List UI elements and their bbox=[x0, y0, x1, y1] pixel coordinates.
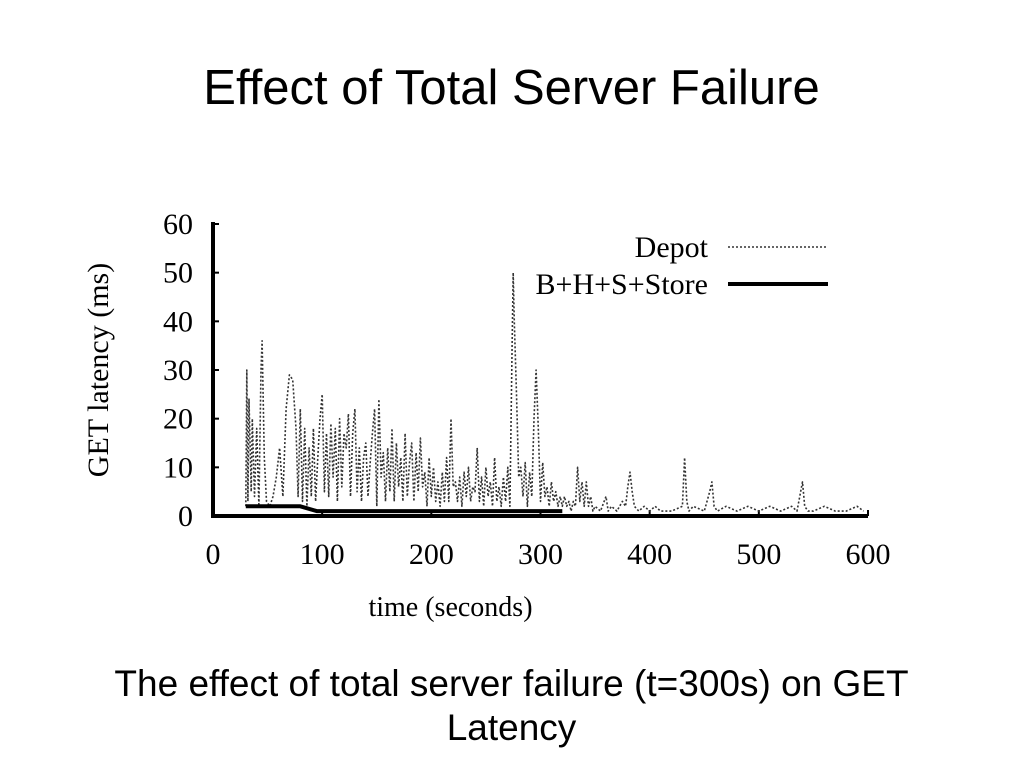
x-axis-title: time (seconds) bbox=[368, 592, 532, 623]
series-line-depot bbox=[245, 271, 865, 512]
x-tick-label: 100 bbox=[300, 538, 345, 571]
legend-label: B+H+S+Store bbox=[536, 268, 708, 301]
slide-title: Effect of Total Server Failure bbox=[203, 61, 820, 115]
x-tick-label: 0 bbox=[206, 538, 221, 571]
x-tick-label: 500 bbox=[736, 538, 781, 571]
y-tick-label: 50 bbox=[163, 257, 193, 290]
axes: 0 100 200 300 400 500 600 0 10 20 30 40 50 60 time (se… bbox=[82, 208, 891, 623]
y-axis-title: GET latency (ms) bbox=[82, 263, 115, 477]
y-tick-label: 60 bbox=[163, 208, 193, 241]
x-tick-label: 400 bbox=[627, 538, 672, 571]
slide-caption: The effect of total server failure (t=30… bbox=[114, 663, 909, 748]
y-tick-label: 20 bbox=[163, 403, 193, 436]
y-tick-label: 10 bbox=[163, 451, 193, 484]
y-tick-label: 40 bbox=[163, 305, 193, 338]
y-tick-label: 0 bbox=[178, 500, 193, 533]
y-tick-label: 30 bbox=[163, 354, 193, 387]
series-line-bhs-store bbox=[245, 504, 563, 514]
x-tick-label: 300 bbox=[518, 538, 563, 571]
legend: Depot B+H+S+Store bbox=[536, 231, 828, 301]
legend-label: Depot bbox=[635, 231, 709, 264]
x-tick-label: 200 bbox=[409, 538, 454, 571]
x-tick-label: 600 bbox=[846, 538, 891, 571]
series-layer bbox=[245, 271, 865, 514]
